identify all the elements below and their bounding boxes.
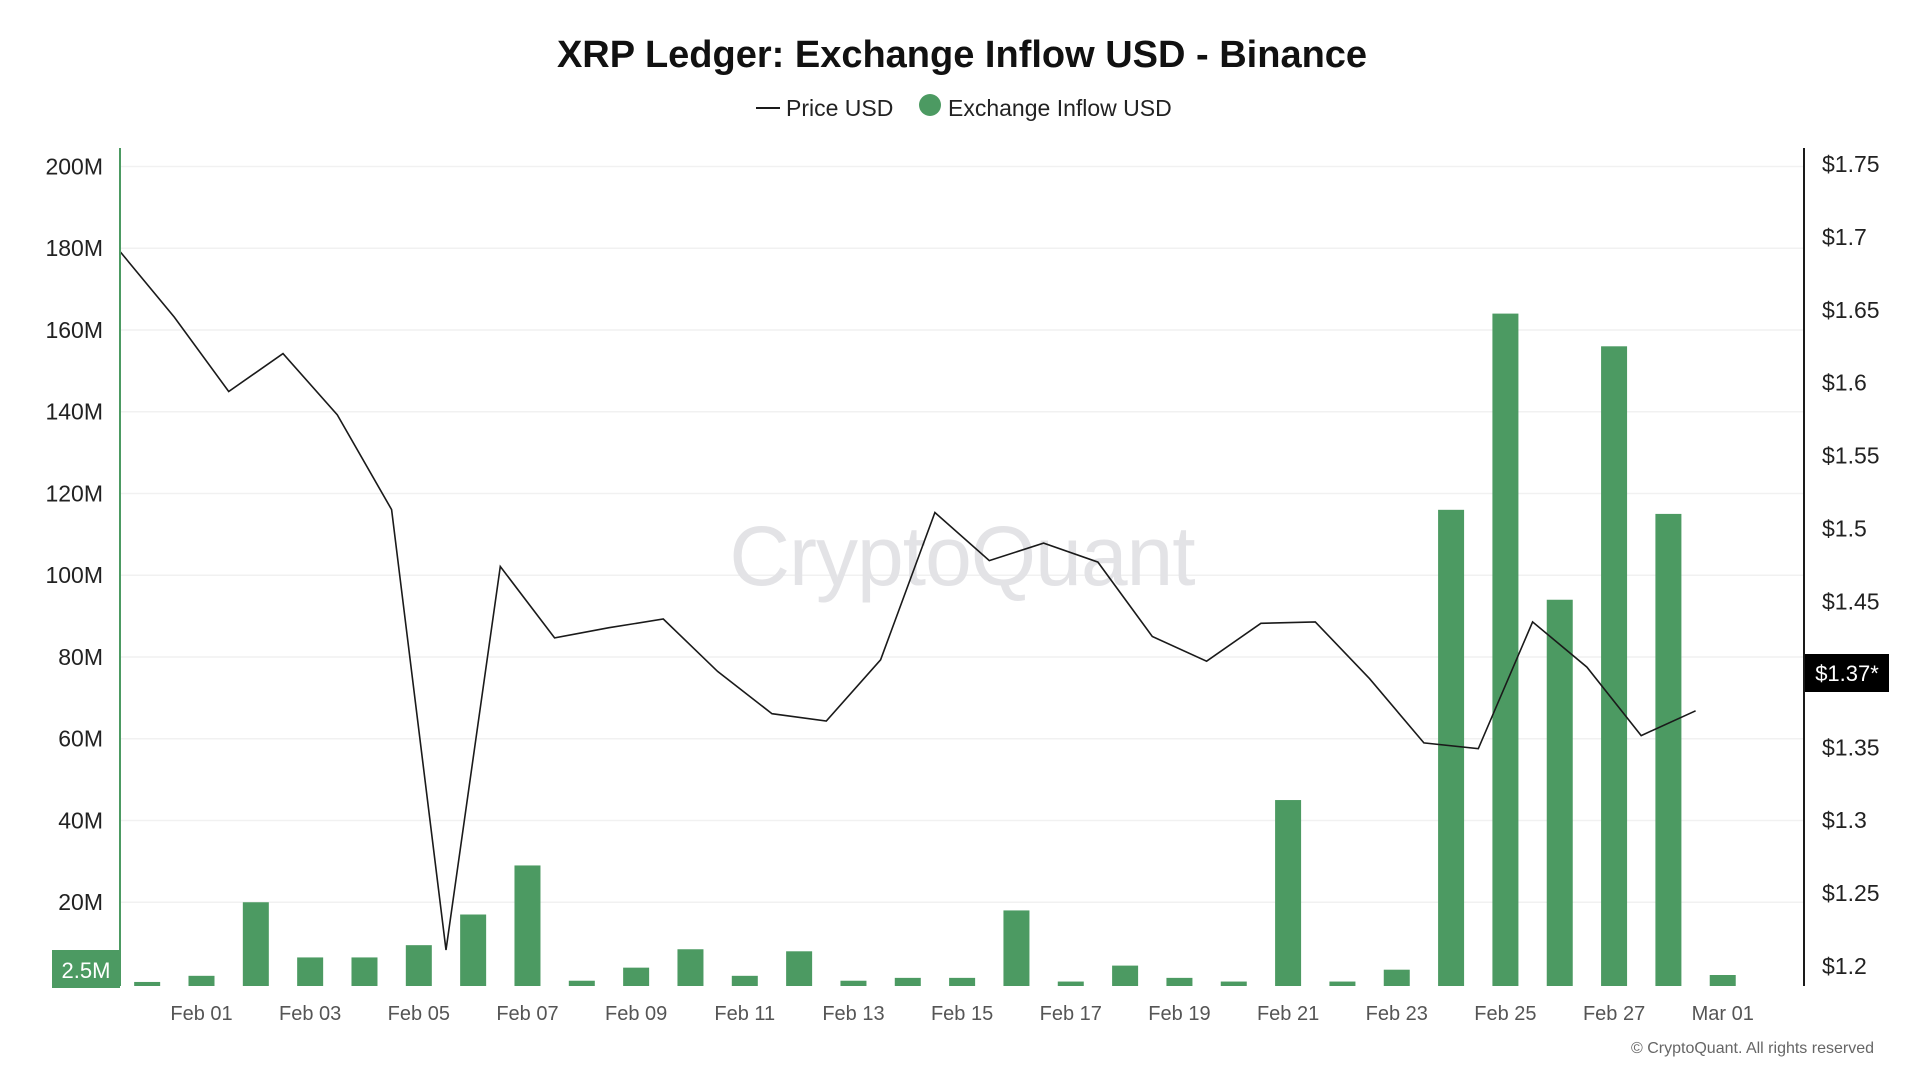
- inflow-bar[interactable]: Mar 01: 2200000: [1709, 975, 1736, 986]
- inflow-bar[interactable]: Feb 06: 17000000: [460, 914, 487, 986]
- right-axis-current-marker: $1.37*: [1805, 654, 1889, 692]
- inflow-bar[interactable]: Feb 25: 164000000: [1492, 313, 1519, 987]
- inflow-bar[interactable]: Feb 15: 1500000: [949, 977, 976, 986]
- inflow-bar[interactable]: Feb 18: 4500000: [1112, 965, 1139, 986]
- x-tick-label: Feb 13: [822, 1003, 884, 1025]
- left-tick-label: 140M: [45, 399, 103, 425]
- right-tick-label: $1.5: [1822, 516, 1867, 542]
- inflow-bar[interactable]: Feb 07: 29000000: [514, 865, 541, 986]
- inflow-bar[interactable]: Feb 09: 4000000: [623, 967, 650, 986]
- inflow-bar[interactable]: Feb 21: 45000000: [1275, 800, 1302, 986]
- x-tick-label: Feb 27: [1583, 1003, 1645, 1025]
- inflow-bar[interactable]: Feb 28: 115000000: [1655, 513, 1682, 986]
- inflow-bar[interactable]: Feb 02: 20000000: [242, 902, 269, 986]
- inflow-bar[interactable]: Feb 13: 800000: [840, 980, 867, 986]
- x-tick-label: Feb 25: [1474, 1003, 1536, 1025]
- right-tick-label: $1.25: [1822, 880, 1880, 906]
- inflow-bar[interactable]: Feb 04: 6500000: [351, 957, 378, 986]
- inflow-bar[interactable]: Feb 23: 3500000: [1383, 969, 1410, 986]
- legend-label-inflow: Exchange Inflow USD: [948, 95, 1172, 121]
- x-tick-label: Mar 01: [1692, 1003, 1754, 1025]
- legend: Price USD Exchange Inflow USD: [756, 94, 1172, 121]
- x-tick-label: Feb 15: [931, 1003, 993, 1025]
- copyright-notice: © CryptoQuant. All rights reserved: [1631, 1040, 1874, 1057]
- left-tick-label: 60M: [58, 726, 103, 752]
- legend-item-inflow[interactable]: Exchange Inflow USD: [919, 94, 1172, 121]
- grid: [120, 165, 1804, 903]
- inflow-bar[interactable]: Feb 08: 800000: [568, 980, 595, 986]
- inflow-bars: Jan 31: 500000 Feb 01: 2000000 Feb 02: 200…: [134, 313, 1736, 987]
- inflow-bar[interactable]: Jan 31: 500000: [134, 981, 161, 986]
- x-tick-label: Feb 01: [170, 1003, 232, 1025]
- inflow-bar[interactable]: Feb 05: 9500000: [405, 945, 432, 986]
- inflow-bar[interactable]: Feb 19: 1500000: [1166, 977, 1193, 986]
- right-tick-label: $1.65: [1822, 297, 1880, 323]
- left-marker-value: 2.5M: [62, 958, 111, 983]
- x-tick-label: Feb 17: [1040, 1003, 1102, 1025]
- left-tick-label: 20M: [58, 889, 103, 915]
- inflow-bar[interactable]: Feb 16: 18000000: [1003, 910, 1030, 986]
- inflow-bar[interactable]: Feb 14: 1500000: [894, 977, 921, 986]
- x-tick-label: Feb 03: [279, 1003, 341, 1025]
- legend-label-price: Price USD: [786, 95, 893, 121]
- x-tick-label: Feb 09: [605, 1003, 667, 1025]
- x-axis-ticks: Feb 01 Feb 03 Feb 05 Feb 07 Feb 09 Feb 11 Feb …: [170, 1003, 1753, 1025]
- left-axis-current-marker: 2.5M: [52, 950, 120, 988]
- inflow-bar[interactable]: Feb 24: 116000000: [1438, 509, 1465, 986]
- legend-dot-icon: [919, 94, 941, 116]
- x-tick-label: Feb 23: [1366, 1003, 1428, 1025]
- left-tick-label: 40M: [58, 807, 103, 833]
- inflow-bar[interactable]: Feb 12: 8000000: [786, 951, 813, 986]
- right-tick-label: $1.3: [1822, 807, 1867, 833]
- inflow-bar[interactable]: Feb 26: 94000000: [1546, 599, 1573, 986]
- right-tick-label: $1.75: [1822, 151, 1880, 177]
- inflow-bar[interactable]: Feb 10: 8500000: [677, 949, 704, 986]
- inflow-bar[interactable]: Feb 22: 600000: [1329, 981, 1356, 986]
- left-tick-label: 120M: [45, 480, 103, 506]
- right-tick-label: $1.7: [1822, 224, 1867, 250]
- left-tick-label: 180M: [45, 235, 103, 261]
- inflow-bar[interactable]: Feb 03: 6500000: [297, 957, 324, 986]
- left-marker-badge: [52, 950, 120, 988]
- right-tick-label: $1.6: [1822, 370, 1867, 396]
- right-tick-label: $1.45: [1822, 588, 1880, 614]
- right-marker-value: $1.37*: [1815, 661, 1879, 686]
- price-line: [119, 250, 1696, 951]
- left-axis-ticks: 200M 180M 160M 140M 120M 100M 80M 60M 40M 20M: [45, 153, 103, 915]
- watermark: CryptoQuant: [729, 509, 1195, 603]
- right-tick-label: $1.2: [1822, 953, 1867, 979]
- inflow-bar[interactable]: Feb 17: 600000: [1057, 981, 1084, 986]
- right-tick-label: $1.55: [1822, 443, 1880, 469]
- inflow-bar[interactable]: Feb 20: 600000: [1220, 981, 1247, 986]
- x-tick-label: Feb 11: [714, 1003, 775, 1025]
- left-tick-label: 80M: [58, 644, 103, 670]
- x-tick-label: Feb 19: [1148, 1003, 1210, 1025]
- left-tick-label: 200M: [45, 153, 103, 179]
- x-tick-label: Feb 05: [388, 1003, 450, 1025]
- inflow-bar[interactable]: Feb 11: 2000000: [731, 975, 758, 986]
- left-tick-label: 160M: [45, 317, 103, 343]
- left-tick-label: 100M: [45, 562, 103, 588]
- legend-item-price[interactable]: Price USD: [756, 95, 893, 121]
- right-axis-ticks: $1.75$1.7$1.65$1.6$1.55$1.5$1.45$1.4$1.3…: [1822, 151, 1880, 979]
- chart-title: XRP Ledger: Exchange Inflow USD - Binanc…: [557, 34, 1367, 76]
- right-tick-label: $1.35: [1822, 734, 1880, 760]
- right-marker-badge: [1805, 654, 1889, 692]
- x-tick-label: Feb 21: [1257, 1003, 1319, 1025]
- inflow-bar[interactable]: Feb 27: 156000000: [1601, 346, 1628, 986]
- x-tick-label: Feb 07: [496, 1003, 558, 1025]
- inflow-bar[interactable]: Feb 01: 2000000: [188, 975, 215, 986]
